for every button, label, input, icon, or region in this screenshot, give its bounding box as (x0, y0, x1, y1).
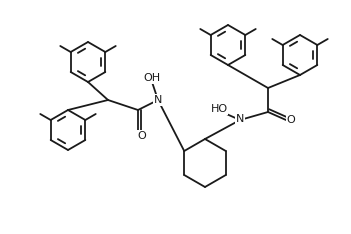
Text: O: O (138, 131, 146, 141)
Text: N: N (236, 114, 244, 124)
Text: N: N (154, 95, 162, 105)
Text: O: O (287, 115, 296, 125)
Text: OH: OH (144, 73, 160, 83)
Text: HO: HO (211, 104, 227, 114)
